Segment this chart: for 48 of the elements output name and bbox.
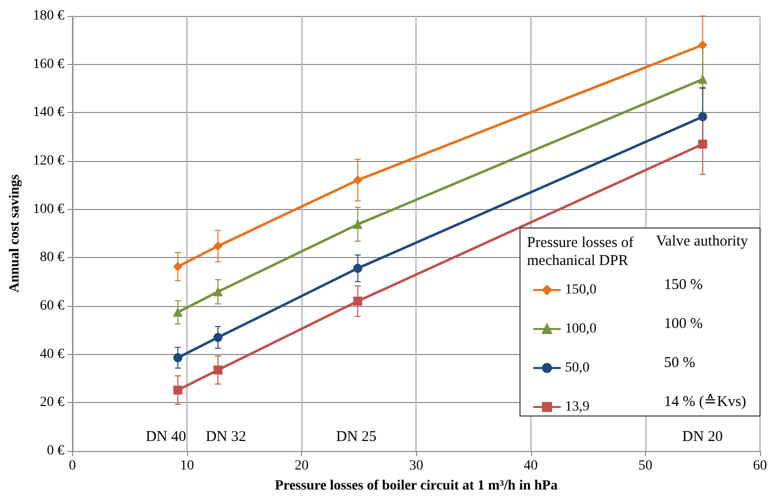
annotation: 50 % bbox=[664, 355, 696, 371]
y-tick-label: 140 € bbox=[32, 105, 64, 120]
legend-label: 50,0 bbox=[565, 360, 590, 376]
y-tick-label: 120 € bbox=[32, 154, 64, 168]
x-tick-label: 30 bbox=[409, 458, 424, 474]
y-tick-label: 40 € bbox=[40, 346, 64, 362]
annotation: DN 25 bbox=[336, 429, 377, 445]
point bbox=[173, 353, 182, 362]
y-tick-label: 160 € bbox=[32, 56, 64, 72]
point bbox=[698, 140, 708, 149]
point bbox=[213, 287, 222, 296]
legend-label: 13,9 bbox=[565, 400, 590, 414]
y-tick-label: 80 € bbox=[40, 250, 64, 266]
y-tick-label: 180 € bbox=[32, 8, 64, 24]
point bbox=[698, 74, 708, 84]
annotation: DN 32 bbox=[206, 429, 246, 445]
x-tick-label: 20 bbox=[294, 458, 309, 474]
legend-label: 150,0 bbox=[565, 282, 596, 298]
point bbox=[173, 262, 182, 272]
point bbox=[213, 332, 222, 342]
point bbox=[173, 386, 182, 395]
annotation: 150 % bbox=[664, 277, 703, 293]
annotation: 100 % bbox=[664, 316, 703, 332]
point bbox=[353, 264, 362, 273]
point bbox=[213, 242, 222, 251]
y-axis-title: Annual cost savings bbox=[8, 174, 22, 293]
x-tick-label: 50 bbox=[638, 458, 652, 474]
legend-title: Pressure losses of mechanical DPR bbox=[527, 235, 638, 269]
annotation: 14 % (≙Kvs) bbox=[664, 393, 746, 410]
x-tick-label: 60 bbox=[753, 458, 767, 474]
x-tick-label: 0 bbox=[68, 458, 76, 474]
annotation: DN 20 bbox=[682, 429, 723, 445]
point bbox=[353, 176, 362, 185]
point bbox=[353, 296, 362, 306]
legend-label: 100,0 bbox=[565, 322, 596, 336]
annotation: Valve authority bbox=[656, 234, 749, 250]
x-tick-label: 40 bbox=[524, 458, 538, 474]
y-tick-label: 100 € bbox=[32, 202, 64, 217]
point bbox=[213, 366, 222, 375]
y-tick-label: 20 € bbox=[40, 395, 64, 410]
annotation: DN 40 bbox=[146, 429, 186, 445]
point bbox=[353, 220, 362, 229]
x-axis-title: Pressure losses of boiler circuit at 1 m³/h in hPa bbox=[274, 478, 558, 494]
y-tick-label: 60 € bbox=[40, 298, 64, 314]
x-tick-label: 10 bbox=[180, 458, 194, 474]
point bbox=[173, 308, 182, 317]
point bbox=[698, 40, 708, 50]
y-tick-label: 0 € bbox=[46, 444, 64, 458]
